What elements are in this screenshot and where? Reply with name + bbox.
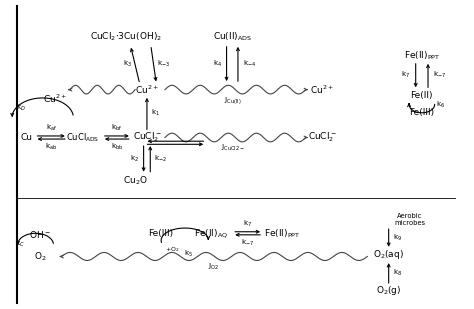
Text: Aerobic
microbes: Aerobic microbes	[394, 213, 426, 226]
Text: O$_2$(g): O$_2$(g)	[376, 284, 401, 297]
Text: Fe(III): Fe(III)	[148, 229, 174, 238]
Text: O$_2$(aq): O$_2$(aq)	[373, 248, 404, 261]
Text: Fe(II)$_{\mathregular{PPT}}$: Fe(II)$_{\mathregular{PPT}}$	[264, 227, 301, 239]
Text: Fe(II): Fe(II)	[410, 91, 433, 100]
Text: Cu$_2$O: Cu$_2$O	[123, 175, 147, 187]
Text: Cu: Cu	[20, 133, 32, 142]
Text: k$_9$: k$_9$	[393, 233, 402, 243]
Text: k$_{\mathregular{bf}}$: k$_{\mathregular{bf}}$	[111, 123, 123, 133]
Text: CuCl$_2^-$: CuCl$_2^-$	[133, 131, 161, 144]
Text: k$_8$: k$_8$	[393, 268, 402, 278]
Text: k$_3$: k$_3$	[123, 59, 132, 69]
Text: J$_{\mathregular{O2}}$: J$_{\mathregular{O2}}$	[208, 262, 219, 272]
Text: Fe(III): Fe(III)	[409, 108, 435, 117]
Text: k$_6$: k$_6$	[436, 99, 445, 110]
Text: k$_1$: k$_1$	[151, 108, 160, 118]
Text: k$_7$: k$_7$	[243, 218, 252, 229]
Text: Cu$^{2+}$: Cu$^{2+}$	[135, 83, 159, 96]
Text: J$_{\mathregular{CuCl2-}}$: J$_{\mathregular{CuCl2-}}$	[221, 143, 245, 153]
Text: k$_D$: k$_D$	[17, 103, 26, 113]
Text: k$_2$: k$_2$	[130, 154, 139, 164]
Text: k$_4$: k$_4$	[213, 59, 222, 69]
Text: Cu$^{2+}$: Cu$^{2+}$	[43, 93, 66, 105]
Text: Fe(II)$_{\mathregular{PPT}}$: Fe(II)$_{\mathregular{PPT}}$	[403, 49, 440, 62]
Text: k$_{-7}$: k$_{-7}$	[241, 237, 254, 248]
Text: k$_{\mathregular{af}}$: k$_{\mathregular{af}}$	[46, 123, 57, 133]
Text: k$_{-2}$: k$_{-2}$	[154, 154, 167, 164]
Text: OH$^-$: OH$^-$	[29, 229, 51, 240]
Text: k$_{\mathregular{bb}}$: k$_{\mathregular{bb}}$	[111, 142, 123, 152]
Text: k$_7$: k$_7$	[401, 70, 410, 80]
Text: k$_{\mathregular{ab}}$: k$_{\mathregular{ab}}$	[45, 142, 57, 152]
Text: CuCl$_{\mathregular{ADS}}$: CuCl$_{\mathregular{ADS}}$	[66, 131, 100, 144]
Text: Cu$^{2+}$: Cu$^{2+}$	[310, 83, 334, 96]
Text: k$_{-3}$: k$_{-3}$	[157, 59, 171, 69]
Text: CuCl$_2$$\cdot$3Cu(OH)$_2$: CuCl$_2$$\cdot$3Cu(OH)$_2$	[90, 31, 162, 43]
Text: J$_{\mathregular{Cu(II)}}$: J$_{\mathregular{Cu(II)}}$	[224, 95, 242, 106]
Text: k$_5$: k$_5$	[184, 249, 192, 259]
Text: k$_{-7}$: k$_{-7}$	[433, 70, 446, 80]
Text: +O$_2$: +O$_2$	[165, 245, 179, 254]
Text: Cu(II)$_{\mathregular{ADS}}$: Cu(II)$_{\mathregular{ADS}}$	[213, 31, 252, 43]
Text: O$_2$: O$_2$	[34, 250, 46, 263]
Text: k$_{-4}$: k$_{-4}$	[243, 59, 256, 69]
Text: k$_C$: k$_C$	[15, 238, 25, 249]
Text: CuCl$_2^-$: CuCl$_2^-$	[308, 131, 337, 144]
Text: Fe(II)$_{\mathregular{AQ}}$: Fe(II)$_{\mathregular{AQ}}$	[194, 227, 228, 240]
